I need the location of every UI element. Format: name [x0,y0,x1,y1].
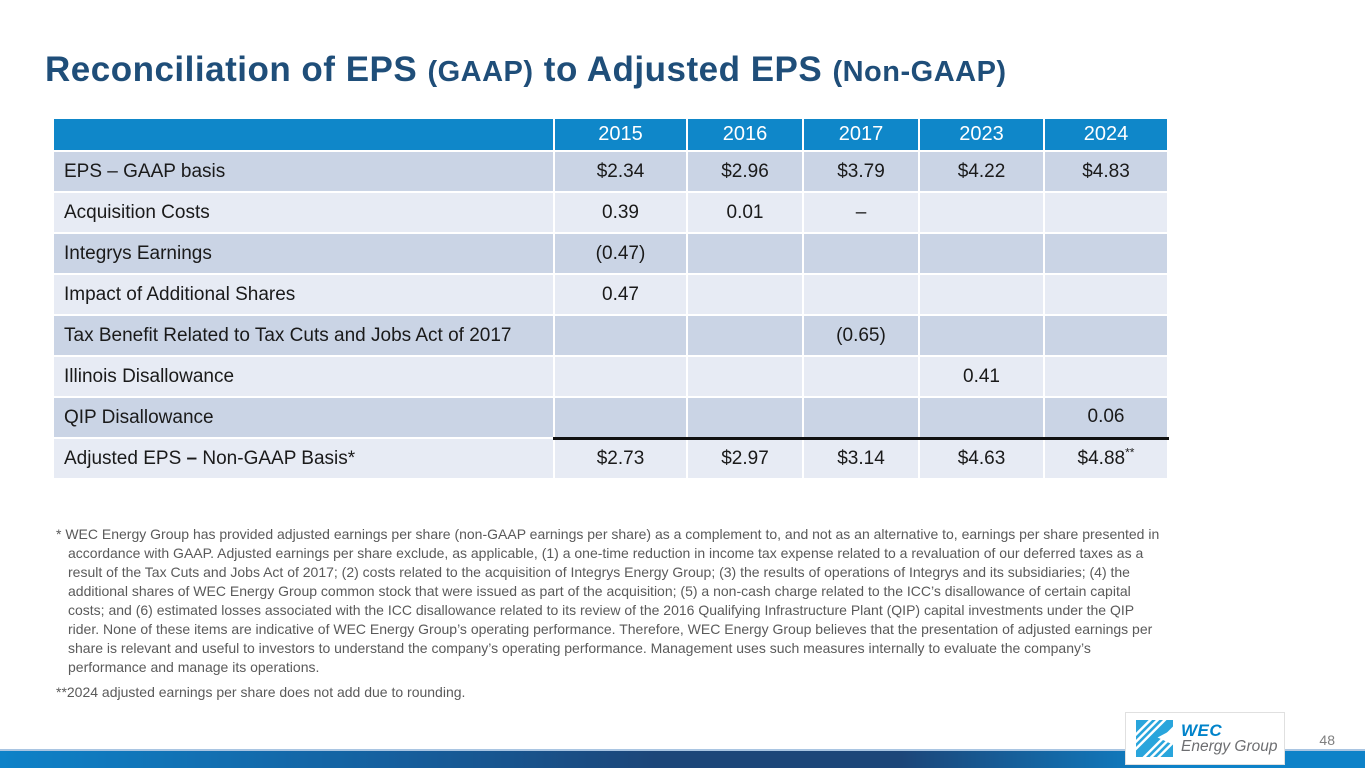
table-row: Tax Benefit Related to Tax Cuts and Jobs… [52,314,1169,357]
row-label: Integrys Earnings [52,232,555,275]
cell-value: (0.47) [553,232,688,275]
total-label-dash: – [186,447,198,469]
cell-value [918,191,1045,234]
table-row: Illinois Disallowance 0.41 [52,355,1169,398]
cell-value: $4.83 [1043,150,1169,193]
header-year-2023: 2023 [918,117,1045,152]
cell-value: $3.79 [802,150,920,193]
brand-name-wec: WEC [1181,720,1223,740]
cell-value: $2.73 [553,436,688,480]
header-year-2015: 2015 [553,117,688,152]
table-row: Integrys Earnings (0.47) [52,232,1169,275]
total-label-suffix: Non-GAAP Basis* [197,447,356,469]
table-row: EPS – GAAP basis $2.34 $2.96 $3.79 $4.22… [52,150,1169,193]
header-year-2017: 2017 [802,117,920,152]
cell-value [802,273,920,316]
cell-value [1043,273,1169,316]
cell-value [802,355,920,398]
cell-value [553,314,688,357]
table-total-row: Adjusted EPS – Non-GAAP Basis* $2.73 $2.… [52,436,1169,480]
non-gaap-footnote: * WEC Energy Group has provided adjusted… [56,526,1160,675]
wec-energy-group-logo: WEC Energy Group [1125,712,1285,765]
cell-value [553,396,688,439]
cell-value [918,232,1045,275]
cell-value: $4.63 [918,436,1045,480]
eps-reconciliation-table: 2015 2016 2017 2023 2024 EPS – GAAP basi… [52,117,1169,480]
cell-value [686,314,804,357]
cell-value: 0.06 [1043,396,1169,439]
cell-value [686,273,804,316]
row-label: Tax Benefit Related to Tax Cuts and Jobs… [52,314,555,357]
cell-value-text: $4.88 [1077,447,1126,469]
header-empty-cell [52,117,555,152]
cell-value: $2.96 [686,150,804,193]
cell-value [686,396,804,439]
total-row-label: Adjusted EPS – Non-GAAP Basis* [52,437,555,480]
row-label: Illinois Disallowance [52,355,555,398]
cell-value: 0.47 [553,273,688,316]
cell-value: 0.41 [918,355,1045,398]
cell-value: $2.34 [553,150,688,193]
total-label-prefix: Adjusted EPS [64,447,187,469]
cell-value: $4.88** [1043,436,1169,480]
cell-value: (0.65) [802,314,920,357]
table-row: Acquisition Costs 0.39 0.01 – [52,191,1169,234]
row-label: Impact of Additional Shares [52,273,555,316]
cell-value [686,232,804,275]
title-gaap: (GAAP) [427,56,534,88]
title-main-1: Reconciliation of EPS [45,50,428,89]
brand-text: WEC Energy Group [1181,722,1278,755]
cell-value [1043,191,1169,234]
row-label: EPS – GAAP basis [52,150,555,193]
cell-value: $4.22 [918,150,1045,193]
cell-value [918,314,1045,357]
page-title: Reconciliation of EPS (GAAP) to Adjusted… [45,50,1007,90]
cell-value [553,355,688,398]
cell-value [686,355,804,398]
table-row: QIP Disallowance 0.06 [52,396,1169,439]
cell-value: – [802,191,920,234]
cell-value: $2.97 [686,436,804,480]
title-non-gaap: (Non-GAAP) [832,56,1007,88]
cell-value: 0.01 [686,191,804,234]
cell-value [802,396,920,439]
header-year-2016: 2016 [686,117,804,152]
table-header-row: 2015 2016 2017 2023 2024 [52,117,1169,152]
cell-value [918,396,1045,439]
rounding-superscript: ** [1125,445,1135,460]
cell-value [1043,232,1169,275]
brand-name-energy-group: Energy Group [1181,738,1278,756]
row-label: Acquisition Costs [52,191,555,234]
header-year-2024: 2024 [1043,117,1169,152]
row-label: QIP Disallowance [52,396,555,439]
title-main-2: to Adjusted EPS [533,50,833,89]
cell-value [802,232,920,275]
cell-value [918,273,1045,316]
rounding-footnote: **2024 adjusted earnings per share does … [56,684,466,700]
cell-value: $3.14 [802,436,920,480]
cell-value: 0.39 [553,191,688,234]
table-row: Impact of Additional Shares 0.47 [52,273,1169,316]
wec-logo-icon [1136,720,1173,757]
cell-value [1043,355,1169,398]
bottom-accent-bar [0,749,1365,768]
cell-value [1043,314,1169,357]
page-number: 48 [1319,732,1335,748]
